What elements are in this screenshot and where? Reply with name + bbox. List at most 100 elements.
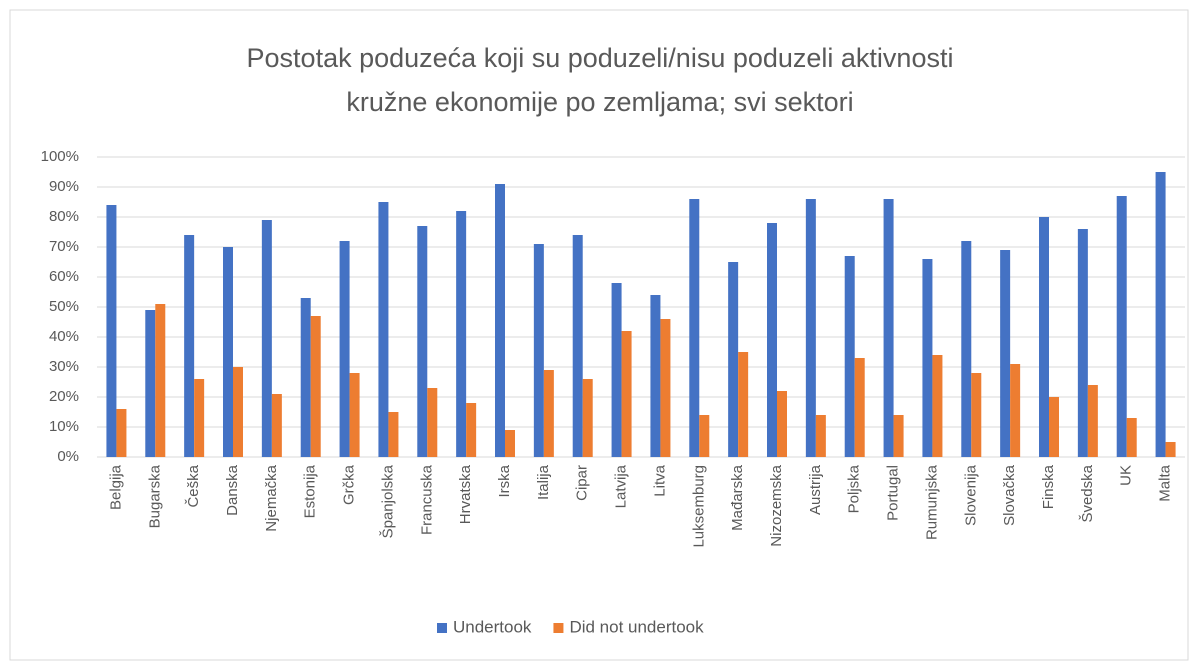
bar [805, 199, 816, 457]
bar [572, 235, 583, 457]
x-tick-label: Nizozemska [768, 464, 785, 546]
bar [505, 430, 515, 457]
bar [660, 319, 671, 457]
chart-title: Postotak poduzeća koji su poduzeli/nisu … [247, 43, 954, 73]
bar [155, 304, 166, 457]
x-tick-label: Hrvatska [457, 464, 474, 524]
x-tick-label: Cipar [574, 465, 591, 501]
x-tick-label: Danska [224, 464, 241, 516]
bar [495, 184, 505, 457]
bar [427, 388, 438, 457]
y-tick-label: 100% [41, 148, 79, 165]
bar [543, 370, 554, 457]
bar [194, 379, 205, 457]
bar [738, 352, 749, 457]
bar [310, 316, 321, 457]
bar [893, 415, 904, 457]
x-tick-label: Finska [1040, 464, 1057, 509]
x-tick-label: Belgija [107, 464, 124, 510]
bar [271, 394, 282, 457]
bar [233, 367, 243, 457]
bar [777, 391, 787, 457]
bar [689, 199, 700, 457]
bar [378, 202, 389, 457]
legend-label: Did not undertook [569, 617, 704, 636]
x-tick-label: Latvija [613, 464, 630, 508]
y-tick-label: 90% [49, 178, 79, 195]
y-tick-label: 20% [49, 388, 79, 405]
x-tick-label: Irska [496, 464, 513, 497]
bar [582, 379, 593, 457]
x-tick-label: Mađarska [729, 464, 746, 531]
legend-swatch [437, 623, 447, 633]
bar [223, 247, 233, 457]
x-tick-label: Estonija [302, 464, 319, 518]
bar [184, 235, 195, 457]
bar [349, 373, 360, 457]
x-tick-label: Italija [535, 464, 552, 500]
x-tick-label: Litva [651, 464, 668, 496]
x-tick-label: Češka [185, 464, 202, 507]
x-tick-label: Njemačka [263, 464, 280, 531]
bar [1087, 385, 1098, 457]
x-tick-label: Švedska [1079, 464, 1096, 522]
bar [961, 241, 972, 457]
y-tick-label: 50% [49, 298, 79, 315]
x-tick-label: Slovačka [1001, 464, 1018, 526]
bar [261, 220, 272, 457]
bar [1165, 442, 1176, 457]
bar [1077, 229, 1088, 457]
bar [728, 262, 739, 457]
bar [932, 355, 943, 457]
bar [417, 226, 428, 457]
bar [388, 412, 399, 457]
bar [300, 298, 311, 457]
legend-swatch [553, 623, 564, 633]
bar [1039, 217, 1049, 457]
y-tick-label: 60% [49, 268, 79, 285]
y-tick-label: 30% [49, 358, 79, 375]
bar [106, 205, 117, 457]
bar [1126, 418, 1137, 457]
x-tick-label: Španjolska [379, 464, 396, 538]
y-tick-label: 10% [49, 418, 79, 435]
bar [611, 283, 622, 457]
x-tick-label: Rumunjska [923, 464, 940, 540]
bar [767, 223, 777, 457]
x-tick-label: Portugal [885, 465, 902, 521]
x-tick-label: Poljska [846, 464, 863, 513]
bar [1155, 172, 1166, 457]
chart-border [9, 9, 1189, 661]
bar [1010, 364, 1021, 457]
y-tick-label: 0% [57, 448, 79, 465]
bar [116, 409, 127, 457]
bar [621, 331, 632, 457]
x-tick-label: Grčka [341, 464, 358, 505]
bar [883, 199, 894, 457]
bar [815, 415, 826, 457]
x-tick-label: Luksemburg [690, 465, 707, 548]
bar [699, 415, 710, 457]
bar [1049, 397, 1059, 457]
x-tick-label: Slovenija [962, 464, 979, 526]
bar [1116, 196, 1127, 457]
legend-label: Undertook [453, 617, 532, 636]
bar [922, 259, 933, 457]
bar [650, 295, 661, 457]
x-tick-label: UK [1118, 465, 1135, 486]
bar [456, 211, 467, 457]
x-tick-label: Francuska [418, 464, 435, 535]
x-tick-label: Malta [1157, 464, 1174, 501]
bar [1000, 250, 1011, 457]
y-tick-label: 40% [49, 328, 79, 345]
y-tick-label: 70% [49, 238, 79, 255]
y-tick-label: 80% [49, 208, 79, 225]
bar [533, 244, 544, 457]
chart-title: kružne ekonomije po zemljama; svi sektor… [346, 87, 853, 117]
x-tick-label: Austrija [807, 464, 824, 515]
x-tick-label: Bugarska [146, 464, 163, 528]
bar [145, 310, 156, 457]
bar [971, 373, 982, 457]
bar [844, 256, 855, 457]
